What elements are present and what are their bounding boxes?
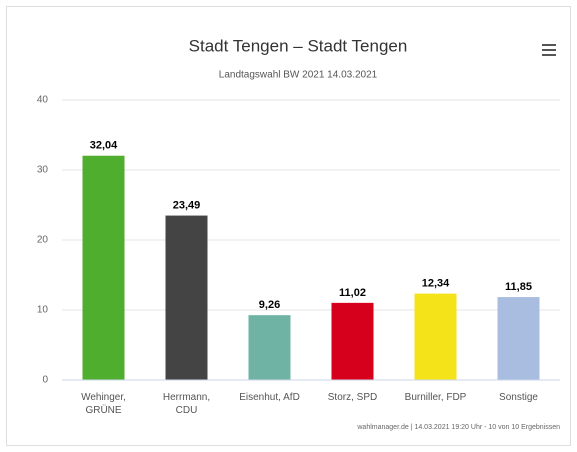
menu-bar[interactable] [542, 44, 556, 46]
label-line: Herrmann, [163, 392, 210, 403]
label-line: Wehinger, [81, 392, 126, 403]
data-label: 12,34 [422, 278, 450, 290]
bar [497, 297, 540, 380]
data-label: 11,02 [339, 287, 366, 299]
data-label: 11,85 [505, 281, 532, 293]
data-label: 9,26 [259, 299, 280, 311]
label-line: Burniller, FDP [405, 392, 467, 403]
y-tick-label: 30 [37, 165, 49, 176]
label-line: Storz, SPD [328, 392, 377, 403]
y-tick-label: 10 [37, 305, 49, 316]
x-tick-label: Herrmann, CDU [163, 392, 210, 416]
bar [331, 302, 374, 380]
menu-bar[interactable] [542, 54, 556, 56]
chart-title: Stadt Tengen – Stadt Tengen [189, 36, 408, 55]
menu-bar[interactable] [542, 49, 556, 51]
x-tick-label: Storz, SPD [328, 392, 377, 403]
data-label: 23,49 [173, 199, 201, 211]
bar [165, 215, 208, 380]
menu-button[interactable] [542, 44, 556, 56]
label-line: CDU [176, 405, 198, 416]
y-tick-label: 40 [37, 95, 49, 106]
x-tick-label: Burniller, FDP [405, 392, 467, 403]
x-tick-label: Sonstige [499, 392, 538, 403]
x-tick-label: Wehinger, GRÜNE [81, 392, 126, 416]
data-label: 32,04 [90, 140, 118, 152]
x-tick-label: Eisenhut, AfD [239, 392, 300, 403]
credits: wahlmanager.de | 14.03.2021 19:20 Uhr - … [356, 424, 560, 431]
bar [414, 293, 457, 380]
y-tick-label: 0 [42, 375, 48, 386]
bar [82, 155, 125, 380]
y-tick-label: 20 [37, 235, 49, 246]
label-line: Eisenhut, AfD [239, 392, 300, 403]
label-line: GRÜNE [85, 404, 121, 416]
label-line: Sonstige [499, 392, 538, 403]
bar [248, 315, 291, 380]
chart-subtitle: Landtagswahl BW 2021 14.03.2021 [219, 70, 378, 81]
